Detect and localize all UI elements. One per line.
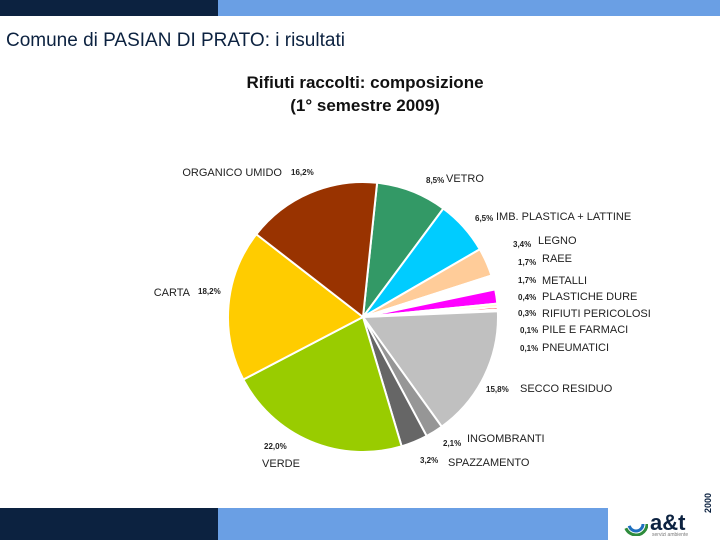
category-label-carta: CARTA (154, 287, 191, 299)
category-label-secco-residuo: SECCO RESIDUO (520, 383, 613, 395)
category-label-pneumatici: PNEUMATICI (542, 342, 609, 354)
pct-label-verde: 22,0% (264, 442, 287, 451)
pie-slice-organico-umido (254, 181, 379, 319)
pct-label-ingombranti: 2,1% (443, 439, 461, 448)
pie-slice-verde (241, 315, 403, 453)
pct-label-secco-residuo: 15,8% (486, 385, 509, 394)
logo-name: a&t (650, 510, 686, 535)
category-label-metalli: METALLI (542, 275, 587, 287)
pct-label-rifiuti-pericolosi: 0,3% (518, 309, 536, 318)
bottom-footer-bar (0, 508, 720, 540)
pct-label-legno: 3,4% (513, 240, 531, 249)
pie-slice-carta (227, 232, 365, 381)
pct-label-raee: 1,7% (518, 258, 536, 267)
logo-swirl-icon (624, 512, 648, 536)
category-label-verde: VERDE (262, 458, 300, 470)
bottom-bar-dark-segment (0, 508, 218, 540)
category-label-plastiche-dure: PLASTICHE DURE (542, 291, 637, 303)
category-label-ingombranti: INGOMBRANTI (467, 433, 545, 445)
pct-label-vetro: 8,5% (426, 176, 444, 185)
category-label-imb-plastica-lattine: IMB. PLASTICA + LATTINE (496, 211, 631, 223)
top-header-bar (0, 0, 720, 16)
chart-title-line-1: Rifiuti raccolti: composizione (246, 73, 484, 92)
pct-label-organico-umido: 16,2% (291, 168, 314, 177)
category-label-vetro: VETRO (446, 173, 484, 185)
top-bar-light-segment (218, 0, 720, 16)
pct-label-pile-e-farmaci: 0,1% (520, 326, 538, 335)
category-label-pile-e-farmaci: PILE E FARMACI (542, 324, 628, 336)
pct-label-plastiche-dure: 0,4% (518, 293, 536, 302)
logo-year: 2000 (703, 492, 713, 513)
top-bar-dark-segment (0, 0, 218, 16)
category-label-raee: RAEE (542, 253, 572, 265)
bottom-bar-light-segment (218, 508, 608, 540)
pct-label-metalli: 1,7% (518, 276, 536, 285)
company-logo: a&t servizi ambiente 2000 (620, 493, 720, 540)
category-label-legno: LEGNO (538, 235, 577, 247)
pct-label-carta: 18,2% (198, 287, 221, 296)
pct-label-pneumatici: 0,1% (520, 344, 538, 353)
slide-title: Comune di PASIAN DI PRATO: i risultati (6, 30, 345, 51)
logo-tagline: servizi ambiente (652, 532, 689, 538)
pct-label-spazzamento: 3,2% (420, 456, 438, 465)
chart-title-line-2: (1° semestre 2009) (290, 96, 440, 115)
category-label-rifiuti-pericolosi: RIFIUTI PERICOLOSI (542, 308, 651, 320)
category-label-spazzamento: SPAZZAMENTO (448, 457, 530, 469)
pct-label-imb-plastica-lattine: 6,5% (475, 214, 493, 223)
pie-slice-secco-residuo (361, 310, 499, 429)
category-label-organico-umido: ORGANICO UMIDO (182, 167, 282, 179)
